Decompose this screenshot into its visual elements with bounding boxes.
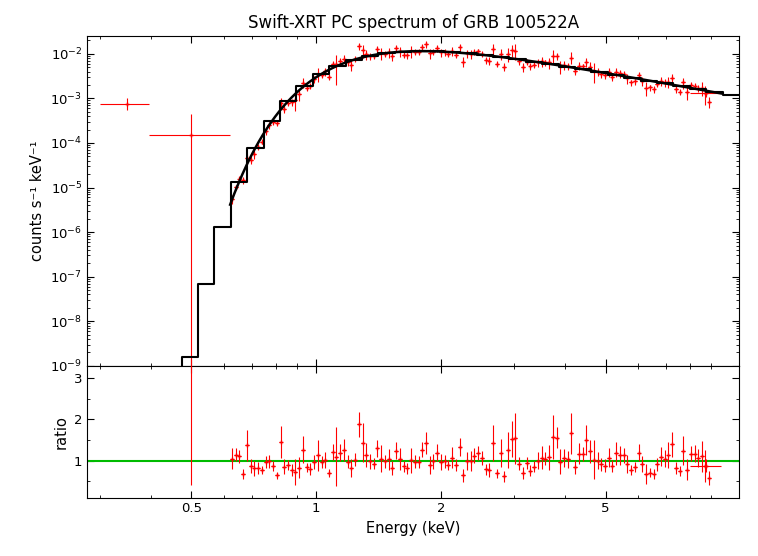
X-axis label: Energy (keV): Energy (keV) <box>366 521 460 536</box>
Y-axis label: counts s⁻¹ keV⁻¹: counts s⁻¹ keV⁻¹ <box>30 141 45 261</box>
Title: Swift-XRT PC spectrum of GRB 100522A: Swift-XRT PC spectrum of GRB 100522A <box>248 14 578 32</box>
Y-axis label: ratio: ratio <box>53 415 68 449</box>
